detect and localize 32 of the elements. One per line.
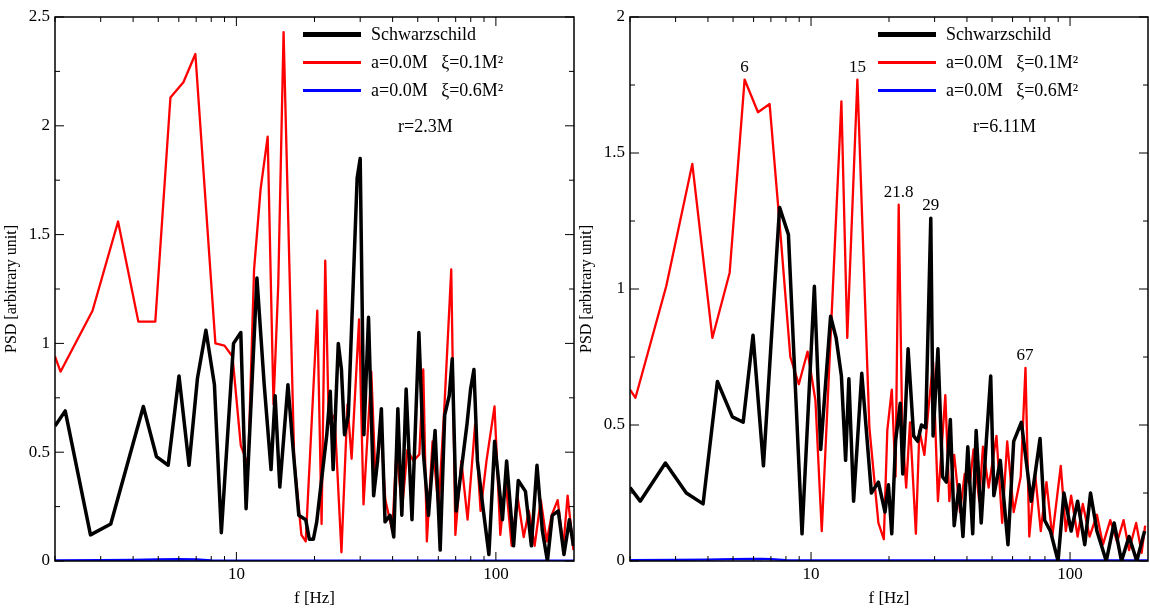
x-tick-label: 100: [1057, 563, 1083, 583]
y-tick-label: 1.5: [28, 224, 50, 244]
y-axis-title: PSD [arbitrary unit]: [1, 225, 20, 353]
y-tick-label: 1.5: [603, 142, 625, 162]
y-tick-label: 1: [41, 332, 50, 352]
annotation: 6: [740, 56, 749, 76]
y-axis-title: PSD [arbitrary unit]: [576, 225, 595, 353]
legend-label: a=0.0M ξ=0.1M²: [946, 51, 1079, 73]
y-tick-label: 1: [616, 278, 625, 298]
y-tick-label: 0.5: [603, 414, 625, 434]
x-tick-label: 10: [802, 563, 820, 583]
legend-label: Schwarzschild: [946, 23, 1051, 45]
legend-label: a=0.0M ξ=0.1M²: [371, 51, 504, 73]
y-tick-label: 2.5: [28, 6, 50, 26]
legend-label: a=0.0M ξ=0.6M²: [946, 79, 1079, 101]
y-tick-label: 0.5: [28, 441, 50, 461]
annotation: r=6.11M: [973, 116, 1037, 137]
annotation: 67: [1016, 344, 1034, 364]
y-tick-label: 2: [41, 115, 50, 135]
annotation: r=2.3M: [398, 116, 454, 137]
y-tick-label: 0: [41, 550, 50, 570]
x-tick-label: 10: [227, 563, 245, 583]
annotation: 29: [922, 195, 940, 215]
y-tick-label: 2: [616, 6, 625, 26]
x-axis-title: f [Hz]: [868, 588, 910, 608]
y-tick-label: 0: [616, 550, 625, 570]
annotation: 21.8: [883, 181, 914, 201]
annotation: 15: [848, 56, 866, 76]
legend-label: a=0.0M ξ=0.6M²: [371, 79, 504, 101]
x-tick-label: 100: [483, 563, 509, 583]
x-axis-title: f [Hz]: [293, 588, 336, 608]
legend-label: Schwarzschild: [371, 23, 476, 45]
